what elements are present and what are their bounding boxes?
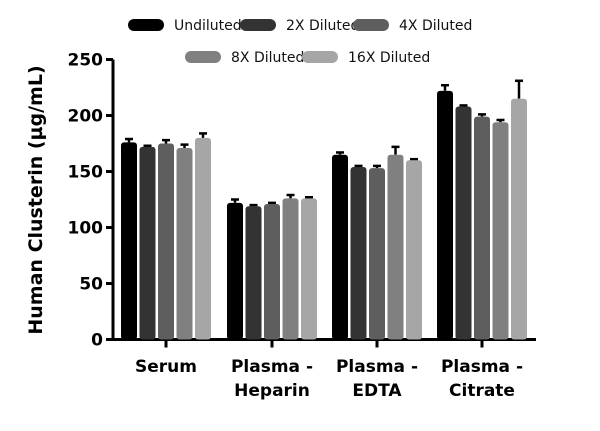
bar [437, 90, 453, 340]
bar [176, 147, 193, 340]
y-tick-label: 50 [79, 275, 103, 295]
legend-label: 8X Diluted [231, 50, 304, 66]
y-tick-label: 150 [68, 163, 104, 183]
legend-label: Undiluted [174, 18, 242, 34]
y-tick-label: 200 [68, 107, 104, 127]
x-category-label: Plasma - [441, 357, 523, 377]
legend-label: 2X Diluted [286, 18, 359, 34]
bar [158, 143, 174, 340]
bars [121, 79, 527, 340]
bar [387, 154, 404, 340]
bar [369, 168, 385, 340]
bar [282, 198, 299, 340]
bar [350, 167, 367, 340]
bar [195, 137, 211, 340]
y-tick-label: 250 [68, 51, 104, 71]
legend: Undiluted 2X Diluted 4X Diluted 8X Diluted 1… [128, 18, 472, 66]
bar [121, 142, 137, 340]
bar [474, 116, 490, 340]
y-tick-label: 100 [68, 219, 104, 239]
bar [332, 154, 348, 340]
legend-swatch [240, 19, 276, 31]
x-category-label: Serum [135, 357, 197, 377]
bar [264, 203, 280, 340]
x-category-label: Citrate [449, 381, 515, 401]
legend-label: 16X Diluted [348, 50, 430, 66]
x-category-label: Plasma - [231, 357, 313, 377]
x-category-label: Heparin [234, 381, 310, 401]
y-tick-label: 0 [91, 331, 103, 351]
legend-swatch [128, 19, 164, 31]
bar [139, 146, 156, 340]
legend-swatch [353, 19, 389, 31]
x-category-label: EDTA [352, 381, 402, 401]
axes: 0 50 100 150 200 250 Serum Plasma - Heparin Plasm… [68, 51, 536, 401]
bar [492, 122, 509, 340]
x-category-label: Plasma - [336, 357, 418, 377]
bar [455, 106, 472, 340]
y-axis-label: Human Clusterin (µg/mL) [25, 65, 47, 334]
bar [301, 198, 317, 340]
bar [245, 206, 262, 340]
legend-swatch [185, 51, 221, 63]
legend-swatch [302, 51, 338, 63]
bar [406, 160, 422, 340]
bar [227, 202, 243, 340]
legend-label: 4X Diluted [399, 18, 472, 34]
bar [511, 98, 527, 340]
